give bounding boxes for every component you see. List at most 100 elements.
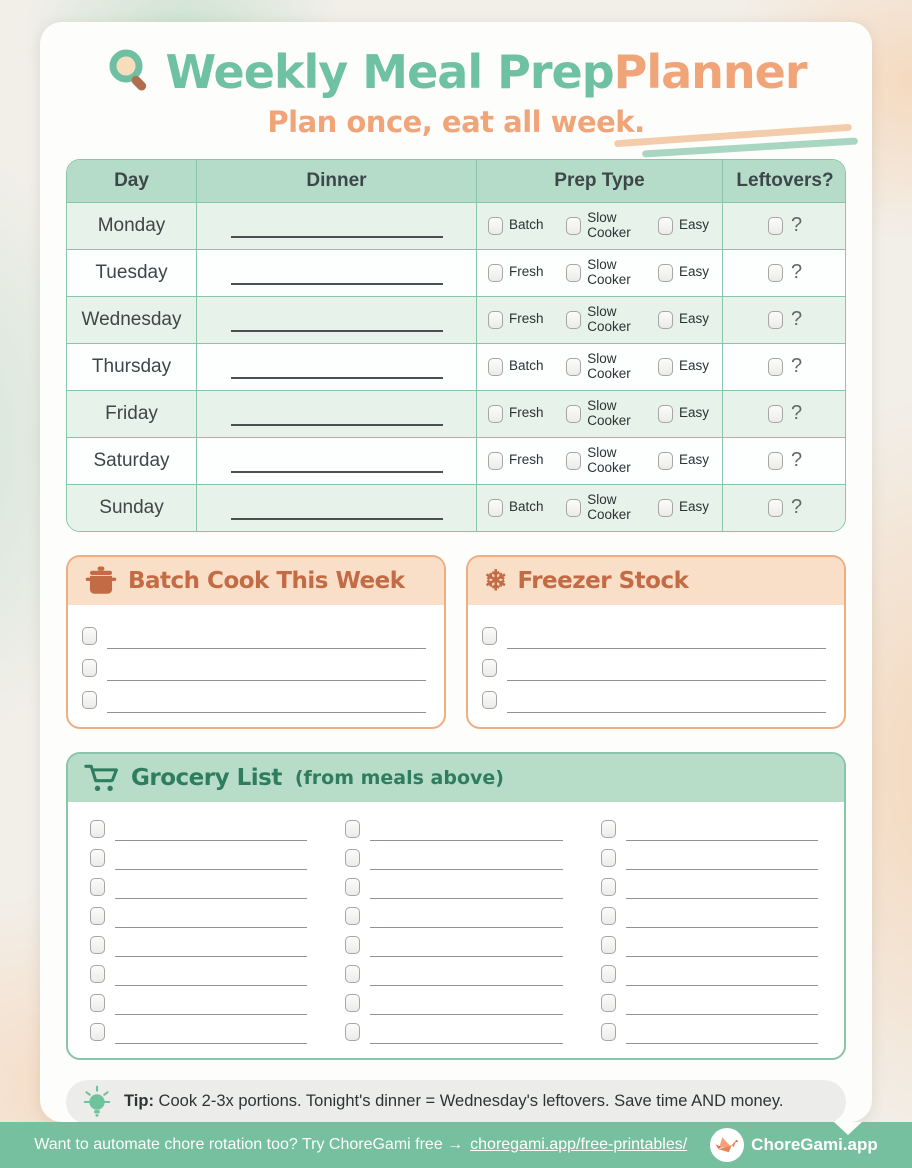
grocery-item-write-line[interactable]	[625, 1013, 818, 1015]
dinner-write-line[interactable]	[230, 517, 443, 520]
prep-checkbox[interactable]	[657, 310, 673, 329]
prep-checkbox[interactable]	[488, 498, 503, 517]
freezer-item-checkbox[interactable]	[482, 658, 497, 677]
prep-checkbox[interactable]	[488, 451, 503, 470]
grocery-item-checkbox[interactable]	[345, 965, 361, 984]
grocery-item-checkbox[interactable]	[600, 878, 616, 897]
grocery-item-write-line[interactable]	[115, 839, 308, 841]
prep-checkbox[interactable]	[566, 498, 582, 517]
grocery-item-checkbox[interactable]	[90, 994, 105, 1013]
prep-checkbox[interactable]	[657, 216, 673, 235]
grocery-item-checkbox[interactable]	[600, 965, 616, 984]
prep-checkbox[interactable]	[566, 404, 582, 423]
grocery-item-checkbox[interactable]	[90, 849, 105, 868]
grocery-item-checkbox[interactable]	[345, 849, 361, 868]
grocery-item-write-line[interactable]	[625, 984, 818, 986]
grocery-item-write-line[interactable]	[115, 1013, 308, 1015]
prep-checkbox[interactable]	[566, 216, 582, 235]
grocery-item-write-line[interactable]	[625, 868, 818, 870]
prep-checkbox[interactable]	[657, 404, 673, 423]
grocery-item-checkbox[interactable]	[600, 907, 616, 926]
dinner-write-line[interactable]	[230, 376, 443, 379]
grocery-item-write-line[interactable]	[370, 984, 563, 986]
grocery-item-checkbox[interactable]	[90, 820, 105, 839]
grocery-item-write-line[interactable]	[625, 926, 818, 928]
grocery-item-write-line[interactable]	[625, 897, 818, 899]
grocery-item-checkbox[interactable]	[345, 820, 361, 839]
grocery-item-checkbox[interactable]	[345, 907, 361, 926]
grocery-item-write-line[interactable]	[625, 955, 818, 957]
grocery-item-write-line[interactable]	[370, 1013, 563, 1015]
grocery-item-checkbox[interactable]	[600, 994, 616, 1013]
prep-checkbox[interactable]	[566, 357, 582, 376]
leftovers-checkbox[interactable]	[767, 263, 783, 282]
leftovers-checkbox[interactable]	[767, 310, 783, 329]
prep-checkbox[interactable]	[657, 451, 673, 470]
prep-checkbox[interactable]	[657, 357, 673, 376]
grocery-item-write-line[interactable]	[370, 926, 563, 928]
grocery-item-checkbox[interactable]	[600, 936, 616, 955]
freezer-item-write-line[interactable]	[507, 711, 826, 713]
grocery-item-checkbox[interactable]	[90, 907, 105, 926]
grocery-item-write-line[interactable]	[115, 1042, 308, 1044]
grocery-item-checkbox[interactable]	[600, 849, 616, 868]
prep-checkbox[interactable]	[488, 404, 503, 423]
prep-checkbox[interactable]	[657, 498, 673, 517]
prep-checkbox[interactable]	[488, 263, 503, 282]
title-accent: Planner	[613, 45, 808, 99]
dinner-write-line[interactable]	[230, 235, 443, 238]
grocery-item-write-line[interactable]	[115, 984, 308, 986]
prep-option-label: Batch	[509, 217, 544, 233]
grocery-item-write-line[interactable]	[625, 1042, 818, 1044]
grocery-item-write-line[interactable]	[370, 1042, 563, 1044]
prep-checkbox[interactable]	[566, 451, 582, 470]
grocery-item-write-line[interactable]	[370, 868, 563, 870]
batch-item-write-line[interactable]	[107, 647, 426, 649]
batch-item-checkbox[interactable]	[82, 690, 97, 709]
grocery-item-checkbox[interactable]	[600, 820, 616, 839]
freezer-item-write-line[interactable]	[507, 679, 826, 681]
batch-item-write-line[interactable]	[107, 711, 426, 713]
grocery-item-checkbox[interactable]	[90, 878, 105, 897]
grocery-item-write-line[interactable]	[370, 955, 563, 957]
grocery-item-checkbox[interactable]	[345, 878, 361, 897]
dinner-write-line[interactable]	[230, 423, 443, 426]
dinner-write-line[interactable]	[230, 470, 443, 473]
batch-item-checkbox[interactable]	[82, 658, 97, 677]
grocery-item-checkbox[interactable]	[345, 1023, 361, 1042]
grocery-item-write-line[interactable]	[115, 926, 308, 928]
batch-item-checkbox[interactable]	[82, 626, 97, 645]
batch-item-write-line[interactable]	[107, 679, 426, 681]
grocery-item-checkbox[interactable]	[600, 1023, 616, 1042]
freezer-item-write-line[interactable]	[507, 647, 826, 649]
prep-option-label: Easy	[678, 264, 709, 280]
grocery-item-write-line[interactable]	[115, 897, 308, 899]
grocery-item-write-line[interactable]	[370, 897, 563, 899]
prep-checkbox[interactable]	[488, 357, 503, 376]
grocery-item-checkbox[interactable]	[90, 1023, 105, 1042]
freezer-item-checkbox[interactable]	[482, 626, 497, 645]
grocery-item-write-line[interactable]	[115, 955, 308, 957]
leftovers-checkbox[interactable]	[767, 451, 783, 470]
batch-item	[82, 617, 426, 649]
leftovers-checkbox[interactable]	[767, 404, 783, 423]
grocery-item-checkbox[interactable]	[90, 936, 105, 955]
grocery-item-write-line[interactable]	[370, 839, 563, 841]
prep-checkbox[interactable]	[488, 310, 503, 329]
grocery-item-checkbox[interactable]	[345, 994, 361, 1013]
freezer-item-checkbox[interactable]	[482, 690, 497, 709]
grocery-item-write-line[interactable]	[115, 868, 308, 870]
grocery-item-checkbox[interactable]	[345, 936, 361, 955]
prep-checkbox[interactable]	[488, 216, 503, 235]
leftovers-checkbox[interactable]	[767, 498, 783, 517]
prep-checkbox[interactable]	[566, 263, 582, 282]
dinner-write-line[interactable]	[230, 282, 443, 285]
leftovers-checkbox[interactable]	[767, 216, 783, 235]
footer-link[interactable]: choregami.app/free-printables/	[470, 1136, 688, 1153]
prep-checkbox[interactable]	[657, 263, 673, 282]
dinner-write-line[interactable]	[230, 329, 443, 332]
prep-checkbox[interactable]	[566, 310, 582, 329]
grocery-item-write-line[interactable]	[625, 839, 818, 841]
grocery-item-checkbox[interactable]	[90, 965, 105, 984]
leftovers-checkbox[interactable]	[767, 357, 783, 376]
